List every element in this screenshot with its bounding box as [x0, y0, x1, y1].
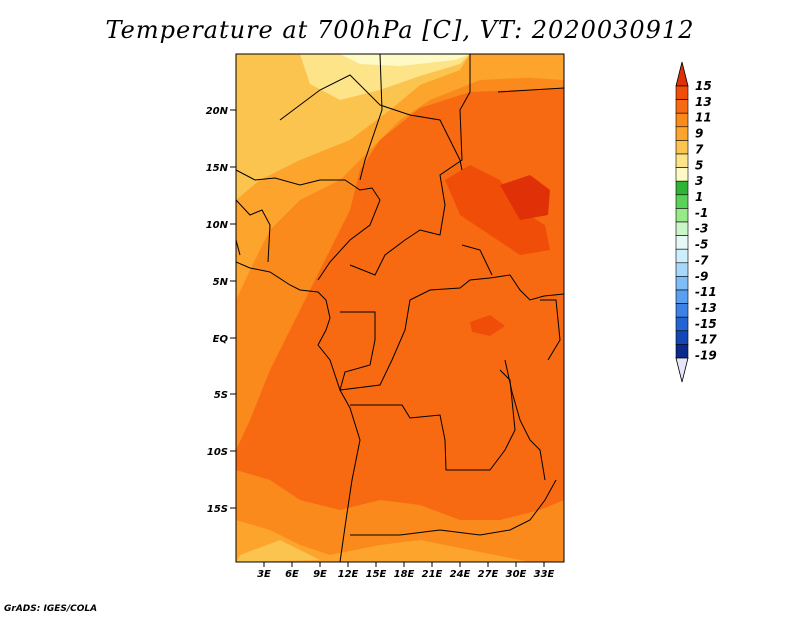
colorbar-cell [675, 235, 689, 250]
colorbar-label: -7 [695, 253, 709, 267]
lon-label: 3E [257, 569, 271, 580]
lon-label: 30E [506, 569, 527, 580]
colorbar-arrow-top [675, 61, 689, 87]
lat-label: 5N [213, 277, 229, 288]
lon-label: 9E [313, 569, 327, 580]
colorbar-cell [675, 126, 689, 141]
lon-label: 27E [478, 569, 499, 580]
colorbar-label: 5 [695, 158, 703, 172]
colorbar-cell [675, 344, 689, 359]
colorbar-label: 7 [695, 142, 704, 156]
lon-label: 12E [338, 569, 359, 580]
colorbar-cell [675, 85, 689, 100]
colorbar-cell [675, 276, 689, 291]
colorbar-label: -3 [695, 222, 708, 236]
lon-label: 21E [422, 569, 443, 580]
lon-label: 15E [366, 569, 387, 580]
colorbar-cell [675, 262, 689, 277]
colorbar-cell [675, 330, 689, 345]
colorbar-cell [675, 303, 689, 318]
colorbar-label: -5 [695, 238, 708, 252]
colorbar-cell [675, 140, 689, 155]
colorbar-cell [675, 180, 689, 196]
temperature-field [236, 54, 564, 562]
lon-label: 24E [450, 569, 471, 580]
lat-label: 10S [207, 447, 228, 458]
colorbar-cell [675, 248, 689, 264]
colorbar-cell [675, 167, 689, 182]
colorbar-cell [675, 208, 689, 223]
colorbar-cell [675, 99, 689, 114]
colorbar-label: -13 [695, 301, 717, 315]
colorbar-cell [675, 316, 689, 332]
lon-label: 33E [534, 569, 555, 580]
colorbar-cell [675, 289, 689, 304]
colorbar-cell [675, 194, 689, 209]
colorbar-arrow-bottom [675, 357, 689, 383]
lat-axis: 20N 15N 10N 5N EQ 5S 10S 15S [206, 106, 236, 515]
colorbar-label: -15 [695, 317, 717, 331]
lat-label: 20N [206, 106, 229, 117]
colorbar-cell [675, 112, 689, 128]
lon-label: 6E [285, 569, 299, 580]
colorbar-label: 9 [695, 127, 703, 141]
colorbar-label: -9 [695, 269, 708, 283]
colorbar-label: 15 [695, 79, 712, 93]
lat-label: 15S [207, 504, 228, 515]
colorbar-cell [675, 153, 689, 168]
colorbar-label: -17 [695, 333, 717, 347]
lat-label: 10N [206, 220, 229, 231]
colorbar-label: 3 [695, 174, 703, 188]
colorbar-label: 13 [695, 95, 712, 109]
colorbar-label: -11 [695, 285, 717, 299]
lat-label: 15N [206, 163, 229, 174]
colorbar-label: -1 [695, 206, 708, 220]
plot-title: Temperature at 700hPa [C], VT: 202003091… [105, 16, 695, 44]
lat-label: EQ [213, 334, 229, 345]
country-borders [236, 54, 564, 562]
colorbar: 15 13 11 97 5 3 1 -1 -3 -5-7 -9 -11 -13 -15 -17 -19 [675, 61, 717, 383]
lat-label: 5S [214, 390, 228, 401]
lon-label: 18E [394, 569, 415, 580]
footer-credit: GrADS: IGES/COLA [4, 604, 98, 614]
lon-axis: 3E 6E 9E 12E 15E 18E 21E 24E 27E 30E 33E [257, 562, 555, 580]
colorbar-cell [675, 221, 689, 236]
colorbar-label: -19 [695, 349, 717, 363]
colorbar-label: 1 [695, 190, 703, 204]
map-frame [235, 53, 565, 563]
colorbar-label: 11 [695, 111, 712, 125]
